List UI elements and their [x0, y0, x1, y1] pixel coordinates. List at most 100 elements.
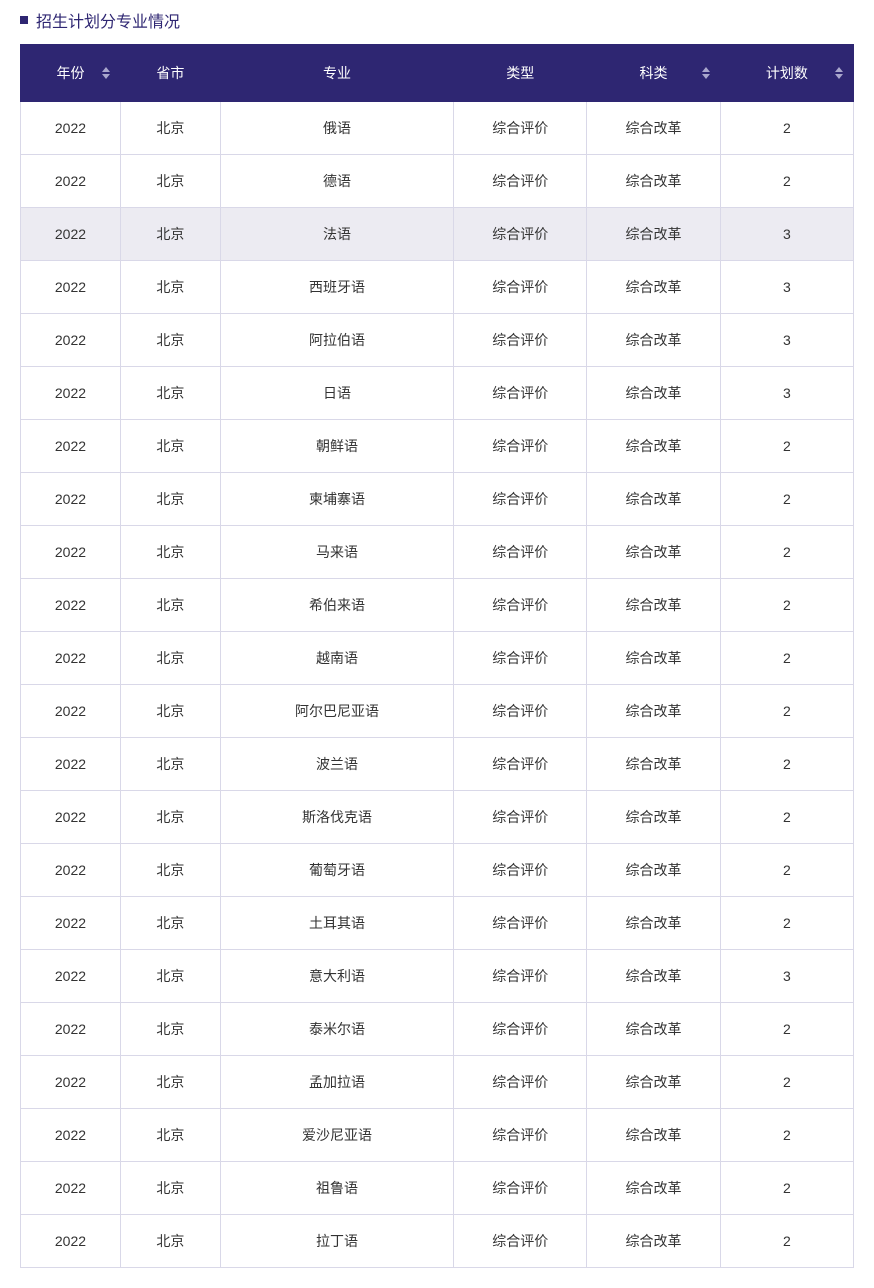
- sort-asc-icon: [702, 67, 710, 72]
- cell-count: 3: [720, 314, 853, 367]
- cell-prov: 北京: [120, 1215, 220, 1268]
- cell-subj: 综合改革: [587, 844, 720, 897]
- cell-type: 综合评价: [454, 685, 587, 738]
- cell-subj: 综合改革: [587, 208, 720, 261]
- cell-count: 2: [720, 1109, 853, 1162]
- cell-type: 综合评价: [454, 420, 587, 473]
- table-row: 2022北京阿尔巴尼亚语综合评价综合改革2: [21, 685, 854, 738]
- cell-prov: 北京: [120, 420, 220, 473]
- cell-type: 综合评价: [454, 1162, 587, 1215]
- cell-major: 法语: [220, 208, 453, 261]
- cell-count: 3: [720, 367, 853, 420]
- cell-count: 2: [720, 685, 853, 738]
- cell-year: 2022: [21, 632, 121, 685]
- cell-subj: 综合改革: [587, 950, 720, 1003]
- cell-type: 综合评价: [454, 897, 587, 950]
- cell-major: 泰米尔语: [220, 1003, 453, 1056]
- cell-year: 2022: [21, 685, 121, 738]
- cell-subj: 综合改革: [587, 473, 720, 526]
- table-row: 2022北京祖鲁语综合评价综合改革2: [21, 1162, 854, 1215]
- cell-prov: 北京: [120, 579, 220, 632]
- cell-year: 2022: [21, 314, 121, 367]
- cell-year: 2022: [21, 791, 121, 844]
- sort-icon[interactable]: [835, 67, 843, 79]
- cell-subj: 综合改革: [587, 261, 720, 314]
- cell-major: 意大利语: [220, 950, 453, 1003]
- column-header-label: 类型: [506, 63, 534, 83]
- cell-type: 综合评价: [454, 1056, 587, 1109]
- column-header-label: 年份: [56, 63, 84, 83]
- cell-subj: 综合改革: [587, 1003, 720, 1056]
- cell-prov: 北京: [120, 1162, 220, 1215]
- cell-prov: 北京: [120, 950, 220, 1003]
- column-header-subj[interactable]: 科类: [587, 45, 720, 102]
- cell-type: 综合评价: [454, 844, 587, 897]
- cell-major: 土耳其语: [220, 897, 453, 950]
- table-row: 2022北京德语综合评价综合改革2: [21, 155, 854, 208]
- cell-subj: 综合改革: [587, 1109, 720, 1162]
- cell-prov: 北京: [120, 844, 220, 897]
- cell-count: 3: [720, 950, 853, 1003]
- cell-major: 朝鲜语: [220, 420, 453, 473]
- cell-prov: 北京: [120, 1003, 220, 1056]
- cell-prov: 北京: [120, 1109, 220, 1162]
- table-row: 2022北京孟加拉语综合评价综合改革2: [21, 1056, 854, 1109]
- cell-subj: 综合改革: [587, 685, 720, 738]
- sort-icon[interactable]: [102, 67, 110, 79]
- cell-type: 综合评价: [454, 208, 587, 261]
- table-header-row: 年份 省市 专业 类型 科类 计划数: [21, 45, 854, 102]
- cell-subj: 综合改革: [587, 791, 720, 844]
- column-header-label: 专业: [323, 63, 351, 83]
- cell-year: 2022: [21, 1215, 121, 1268]
- cell-subj: 综合改革: [587, 579, 720, 632]
- column-header-major: 专业: [220, 45, 453, 102]
- cell-major: 斯洛伐克语: [220, 791, 453, 844]
- cell-year: 2022: [21, 473, 121, 526]
- cell-prov: 北京: [120, 367, 220, 420]
- cell-type: 综合评价: [454, 1003, 587, 1056]
- cell-prov: 北京: [120, 1056, 220, 1109]
- sort-icon[interactable]: [702, 67, 710, 79]
- cell-count: 3: [720, 208, 853, 261]
- cell-prov: 北京: [120, 314, 220, 367]
- cell-year: 2022: [21, 1056, 121, 1109]
- column-header-year[interactable]: 年份: [21, 45, 121, 102]
- column-header-label: 科类: [640, 63, 668, 83]
- cell-subj: 综合改革: [587, 367, 720, 420]
- sort-desc-icon: [702, 74, 710, 79]
- table-row: 2022北京日语综合评价综合改革3: [21, 367, 854, 420]
- cell-major: 日语: [220, 367, 453, 420]
- table-row: 2022北京希伯来语综合评价综合改革2: [21, 579, 854, 632]
- cell-major: 爱沙尼亚语: [220, 1109, 453, 1162]
- cell-type: 综合评价: [454, 473, 587, 526]
- cell-major: 越南语: [220, 632, 453, 685]
- cell-count: 2: [720, 897, 853, 950]
- cell-year: 2022: [21, 1162, 121, 1215]
- cell-major: 祖鲁语: [220, 1162, 453, 1215]
- cell-prov: 北京: [120, 155, 220, 208]
- column-header-prov: 省市: [120, 45, 220, 102]
- table-row: 2022北京马来语综合评价综合改革2: [21, 526, 854, 579]
- cell-subj: 综合改革: [587, 420, 720, 473]
- column-header-count[interactable]: 计划数: [720, 45, 853, 102]
- cell-prov: 北京: [120, 473, 220, 526]
- cell-year: 2022: [21, 420, 121, 473]
- table-row: 2022北京俄语综合评价综合改革2: [21, 102, 854, 155]
- cell-count: 2: [720, 155, 853, 208]
- cell-count: 2: [720, 1056, 853, 1109]
- cell-major: 俄语: [220, 102, 453, 155]
- cell-type: 综合评价: [454, 1215, 587, 1268]
- table-row: 2022北京泰米尔语综合评价综合改革2: [21, 1003, 854, 1056]
- sort-asc-icon: [835, 67, 843, 72]
- cell-count: 2: [720, 791, 853, 844]
- cell-subj: 综合改革: [587, 102, 720, 155]
- table-row: 2022北京越南语综合评价综合改革2: [21, 632, 854, 685]
- cell-major: 孟加拉语: [220, 1056, 453, 1109]
- table-row: 2022北京意大利语综合评价综合改革3: [21, 950, 854, 1003]
- table-row: 2022北京阿拉伯语综合评价综合改革3: [21, 314, 854, 367]
- cell-year: 2022: [21, 261, 121, 314]
- sort-desc-icon: [835, 74, 843, 79]
- cell-type: 综合评价: [454, 102, 587, 155]
- table-row: 2022北京土耳其语综合评价综合改革2: [21, 897, 854, 950]
- cell-prov: 北京: [120, 102, 220, 155]
